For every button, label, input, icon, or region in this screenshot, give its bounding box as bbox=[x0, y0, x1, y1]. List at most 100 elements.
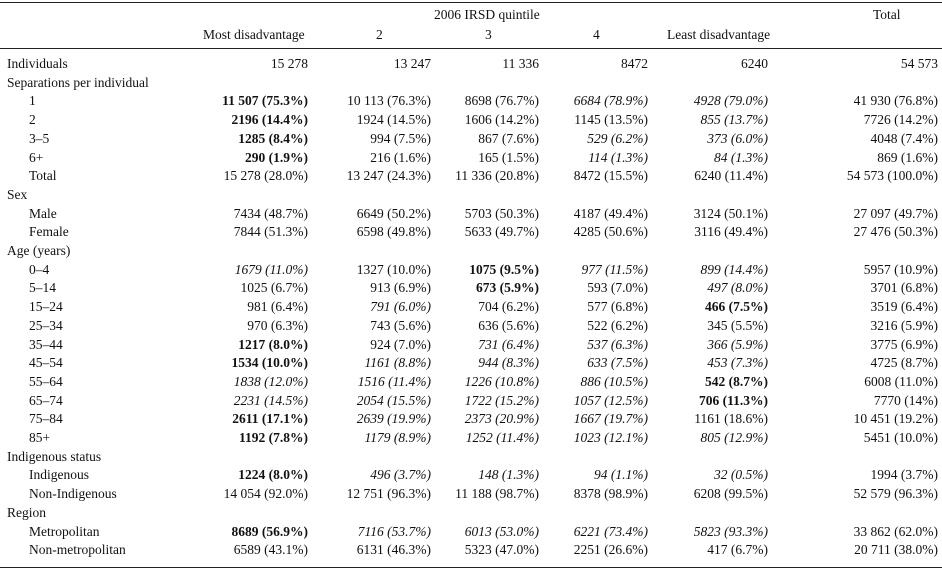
table-row: 5–14 1025 (6.7%) 913 (6.9%) 673 (5.9%) 593 (… bbox=[0, 278, 942, 298]
row-label: 15–24 bbox=[29, 299, 63, 315]
column-header-q3: 3 bbox=[485, 27, 492, 42]
cell-q3: 11 336 (20.8%) bbox=[455, 168, 539, 184]
cell-q2: 1327 (10.0%) bbox=[356, 261, 431, 277]
cell-q1: 970 (6.3%) bbox=[247, 317, 308, 333]
cell-q1: 1534 (10.0%) bbox=[231, 355, 309, 371]
cell-q3: 5703 (50.3%) bbox=[464, 205, 539, 221]
cell-total: 3775 (6.9%) bbox=[870, 336, 939, 352]
table-row: 0–4 1679 (11.0%) 1327 (10.0%) 1075 (9.5%) 97… bbox=[0, 260, 942, 280]
cell-total: 869 (1.6%) bbox=[877, 149, 938, 165]
cell-q3: 1722 (15.2%) bbox=[464, 392, 539, 408]
cell-q1: 2231 (14.5%) bbox=[233, 392, 308, 408]
cell-total: 4048 (7.4%) bbox=[870, 130, 939, 146]
cell-q5: 4928 (79.0%) bbox=[693, 93, 768, 109]
cell-q4: 529 (6.2%) bbox=[587, 130, 648, 146]
cell-q5: 466 (7.5%) bbox=[705, 299, 768, 315]
cell-q3: 8698 (76.7%) bbox=[464, 93, 539, 109]
cell-q4: 886 (10.5%) bbox=[580, 373, 649, 389]
row-label: 85+ bbox=[29, 430, 51, 445]
cell-q5: 805 (12.9%) bbox=[700, 430, 769, 445]
cell-q5: 6240 bbox=[741, 56, 768, 71]
cell-q4: 537 (6.3%) bbox=[587, 336, 648, 352]
cell-q2: 496 (3.7%) bbox=[370, 467, 431, 483]
cell-q3: 165 (1.5%) bbox=[478, 149, 539, 165]
cell-total: 7770 (14%) bbox=[873, 392, 938, 408]
cell-q4: 8472 (15.5%) bbox=[573, 168, 648, 184]
cell-total: 27 476 (50.3%) bbox=[853, 224, 938, 240]
cell-q3: 5633 (49.7%) bbox=[464, 224, 539, 240]
table-row: 2 2196 (14.4%) 1924 (14.5%) 1606 (14.2%) 114… bbox=[0, 110, 942, 130]
cell-q1: 290 (1.9%) bbox=[245, 149, 308, 165]
total-column-header: Total bbox=[873, 7, 901, 22]
table-row: 35–44 1217 (8.0%) 924 (7.0%) 731 (6.4%) 537 … bbox=[0, 335, 942, 355]
cell-q2: 2054 (15.5%) bbox=[356, 392, 431, 408]
cell-q1: 15 278 (28.0%) bbox=[223, 168, 308, 184]
section-row: Indigenous status bbox=[0, 447, 942, 467]
row-label: 0–4 bbox=[29, 261, 50, 277]
cell-q5: 6240 (11.4%) bbox=[694, 168, 768, 184]
cell-q1: 6589 (43.1%) bbox=[233, 542, 308, 558]
cell-q1: 15 278 bbox=[270, 56, 308, 71]
cell-q1: 1838 (12.0%) bbox=[233, 373, 308, 389]
cell-q4: 1023 (12.1%) bbox=[573, 430, 648, 445]
cell-q2: 994 (7.5%) bbox=[370, 130, 431, 146]
cell-q3: 944 (8.3%) bbox=[478, 355, 539, 371]
cell-q4: 977 (11.5%) bbox=[581, 261, 649, 277]
cell-q4: 4285 (50.6%) bbox=[573, 224, 648, 240]
cell-total: 20 711 (38.0%) bbox=[854, 542, 938, 558]
cell-total: 3216 (5.9%) bbox=[870, 317, 939, 333]
cell-q4: 577 (6.8%) bbox=[587, 299, 648, 315]
cell-q1: 1285 (8.4%) bbox=[238, 130, 308, 146]
cell-total: 33 862 (62.0%) bbox=[853, 523, 938, 539]
cell-q5: 1161 (18.6%) bbox=[694, 411, 768, 427]
cell-q2: 6649 (50.2%) bbox=[356, 205, 431, 221]
section-row: Separations per individual bbox=[0, 73, 942, 93]
cell-total: 7726 (14.2%) bbox=[863, 112, 938, 128]
row-label: Region bbox=[7, 504, 46, 520]
cell-q3: 11 336 bbox=[502, 56, 539, 71]
cell-q2: 216 (1.6%) bbox=[370, 149, 431, 165]
cell-q4: 1145 (13.5%) bbox=[574, 112, 648, 128]
cell-q3: 148 (1.3%) bbox=[478, 467, 539, 483]
cell-q2: 1924 (14.5%) bbox=[356, 112, 431, 128]
row-label: 25–34 bbox=[29, 317, 63, 333]
cell-q5: 542 (8.7%) bbox=[705, 373, 768, 389]
row-label: Separations per individual bbox=[7, 74, 149, 90]
table-row: Non-Indigenous 14 054 (92.0%) 12 751 (96.3… bbox=[0, 484, 942, 504]
cell-q5: 899 (14.4%) bbox=[700, 261, 769, 277]
table-row: 75–84 2611 (17.1%) 2639 (19.9%) 2373 (20.9%… bbox=[0, 409, 942, 429]
cell-q1: 7434 (48.7%) bbox=[233, 205, 308, 221]
cell-q3: 1226 (10.8%) bbox=[464, 373, 539, 389]
cell-total: 27 097 (49.7%) bbox=[853, 205, 938, 221]
cell-q2: 1161 (8.8%) bbox=[364, 355, 432, 371]
cell-q5: 453 (7.3%) bbox=[707, 355, 768, 371]
cell-q3: 1075 (9.5%) bbox=[469, 261, 539, 277]
cell-total: 6008 (11.0%) bbox=[864, 373, 938, 389]
row-label: Non-metropolitan bbox=[29, 542, 126, 558]
cell-q1: 1217 (8.0%) bbox=[238, 336, 308, 352]
header-rule bbox=[0, 48, 942, 49]
cell-q4: 8378 (98.9%) bbox=[573, 486, 648, 502]
cell-q1: 8689 (56.9%) bbox=[231, 523, 309, 539]
cell-q3: 867 (7.6%) bbox=[478, 130, 539, 146]
section-row: Individuals 15 278 13 247 11 336 8472 6240 54 … bbox=[0, 54, 942, 74]
cell-total: 52 579 (96.3%) bbox=[853, 486, 938, 502]
cell-q4: 6684 (78.9%) bbox=[573, 93, 648, 109]
row-label: 1 bbox=[29, 93, 36, 109]
cell-q5: 5823 (93.3%) bbox=[693, 523, 768, 539]
cell-q1: 1679 (11.0%) bbox=[234, 261, 308, 277]
row-label: 6+ bbox=[29, 149, 44, 165]
cell-total: 3701 (6.8%) bbox=[870, 280, 939, 296]
cell-total: 3519 (6.4%) bbox=[870, 299, 939, 315]
row-label: 2 bbox=[29, 112, 36, 128]
row-label: Indigenous status bbox=[7, 448, 102, 464]
row-label: 3–5 bbox=[29, 130, 50, 146]
row-label: Female bbox=[29, 224, 69, 240]
cell-q2: 913 (6.9%) bbox=[370, 280, 431, 296]
cell-q4: 114 (1.3%) bbox=[588, 149, 648, 165]
cell-total: 1994 (3.7%) bbox=[870, 467, 939, 483]
cell-q3: 1606 (14.2%) bbox=[464, 112, 539, 128]
cell-q2: 6598 (49.8%) bbox=[356, 224, 431, 240]
row-label: Metropolitan bbox=[29, 523, 100, 539]
table-row: Metropolitan 8689 (56.9%) 7116 (53.7%) 6013… bbox=[0, 522, 942, 542]
